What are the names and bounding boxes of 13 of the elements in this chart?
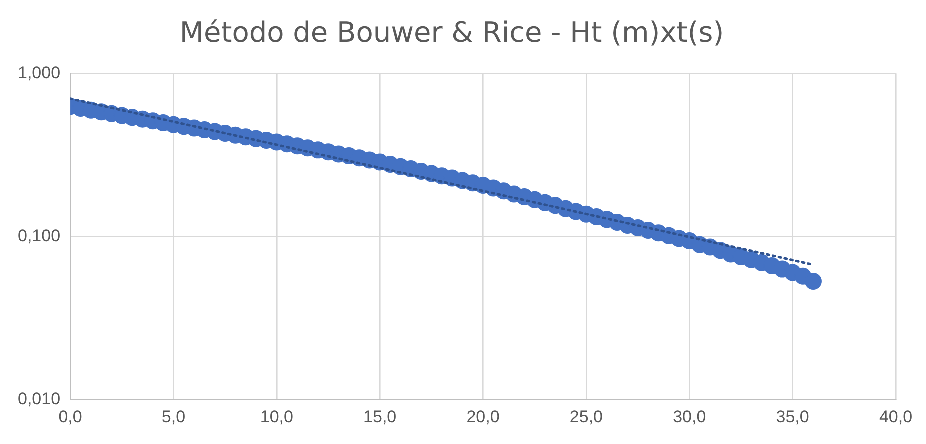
x-tick-label: 10,0 [260, 407, 294, 426]
y-tick-label: 1,000 [18, 63, 61, 82]
y-tick-label: 0,010 [18, 389, 61, 408]
x-tick-label: 25,0 [570, 407, 603, 426]
x-tick-label: 0,0 [58, 407, 82, 426]
chart-title: Método de Bouwer & Rice - Ht (m)xt(s) [180, 16, 724, 50]
x-tick-label: 5,0 [162, 407, 186, 426]
x-tick-label: 15,0 [364, 407, 397, 426]
x-tick-label: 35,0 [776, 407, 810, 426]
y-tick-label: 0,100 [18, 226, 61, 246]
x-tick-label: 30,0 [673, 407, 706, 426]
x-tick-label: 20,0 [466, 407, 500, 426]
x-tick-label: 40,0 [879, 407, 913, 426]
